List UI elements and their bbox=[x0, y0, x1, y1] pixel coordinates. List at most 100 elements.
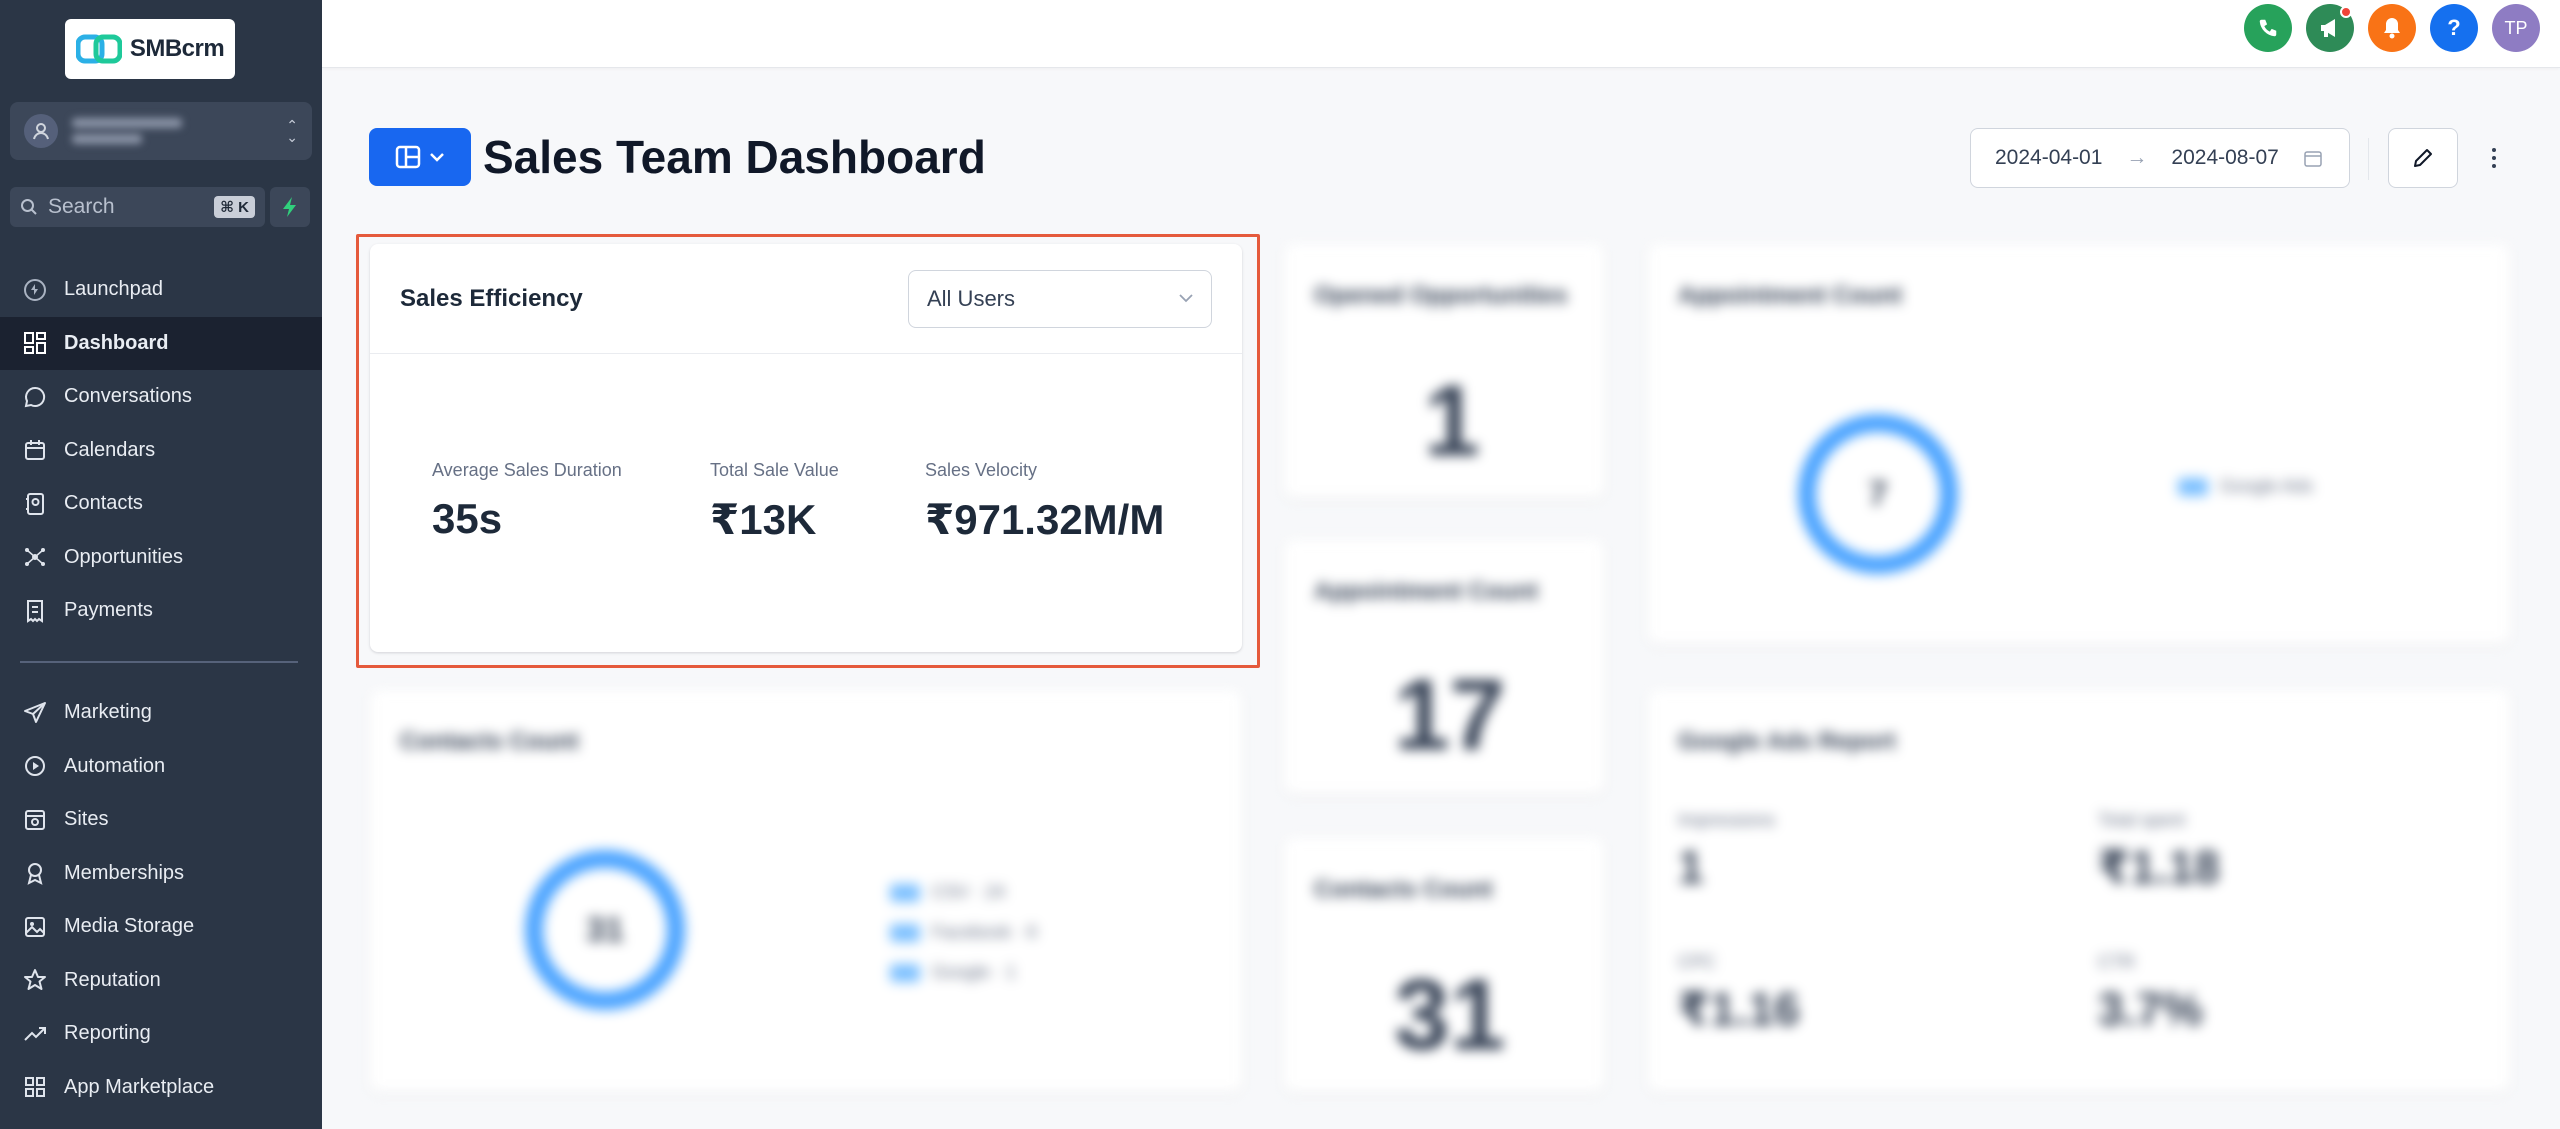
chart-legend-item: Google Ads bbox=[2178, 476, 2313, 497]
date-end[interactable]: 2024-08-07 bbox=[2171, 146, 2279, 169]
chat-bubble-icon bbox=[24, 386, 46, 408]
logo[interactable]: SMBcrm bbox=[65, 19, 235, 79]
stat-label: Total spent bbox=[2098, 810, 2186, 830]
star-icon bbox=[24, 969, 46, 991]
donut-center-value: 7 bbox=[1868, 474, 1888, 513]
sidebar-item-app-marketplace[interactable]: App Marketplace bbox=[0, 1061, 322, 1115]
trend-icon bbox=[24, 1026, 46, 1041]
dashboard-switcher-button[interactable] bbox=[369, 128, 471, 186]
legend-swatch bbox=[890, 923, 920, 942]
donut-chart: 7 bbox=[1798, 414, 1958, 574]
appointment-count-donut-widget: Appointment Count 7 Google Ads bbox=[1648, 244, 2510, 644]
metric-label: Sales Velocity bbox=[925, 460, 1038, 480]
notifications-button[interactable] bbox=[2368, 4, 2416, 52]
user-avatar[interactable]: TP bbox=[2492, 4, 2540, 52]
avatar-initials: TP bbox=[2504, 17, 2528, 38]
sidebar-item-label: Marketing bbox=[64, 701, 152, 724]
top-bar: ? TP bbox=[322, 0, 2560, 68]
metrics-row: Average Sales Duration 35s Total Sale Va… bbox=[432, 460, 1164, 544]
quick-action-button[interactable] bbox=[270, 187, 310, 227]
stat-value: ₹1.16 bbox=[1678, 983, 1800, 1035]
stat-value: ₹1.18 bbox=[2098, 841, 2220, 893]
stat-label: CPC bbox=[1678, 952, 1717, 972]
metric-total-sale-value: Total Sale Value ₹13K bbox=[710, 460, 925, 544]
chart-legend-item: Google · 1 bbox=[890, 962, 1016, 983]
notification-dot bbox=[2340, 6, 2352, 18]
membership-icon bbox=[27, 863, 43, 886]
search-icon bbox=[21, 199, 37, 215]
sidebar-item-label: App Marketplace bbox=[64, 1075, 215, 1098]
help-button[interactable]: ? bbox=[2430, 4, 2478, 52]
opportunities-icon bbox=[25, 548, 45, 567]
sidebar-item-opportunities[interactable]: Opportunities bbox=[0, 531, 322, 585]
stat-label: CTR bbox=[2098, 952, 2135, 972]
contacts-count-donut-widget: Contacts Count 31 CSV · 24 Facebook · 6 … bbox=[370, 690, 1242, 1092]
announcements-button[interactable] bbox=[2306, 4, 2354, 52]
sidebar-item-label: Opportunities bbox=[64, 545, 183, 568]
date-range-picker[interactable]: 2024-04-01 → 2024-08-07 bbox=[1970, 128, 2350, 188]
chart-legend-item: Facebook · 6 bbox=[890, 922, 1037, 943]
phone-button[interactable] bbox=[2244, 4, 2292, 52]
legend-swatch bbox=[890, 963, 920, 982]
sidebar-item-media-storage[interactable]: Media Storage bbox=[0, 900, 322, 954]
sidebar-item-conversations[interactable]: Conversations bbox=[0, 370, 322, 424]
edit-dashboard-button[interactable] bbox=[2388, 128, 2458, 188]
sidebar-item-sites[interactable]: Sites bbox=[0, 793, 322, 847]
layout-icon bbox=[395, 145, 421, 169]
account-avatar-icon bbox=[24, 114, 58, 148]
sidebar-item-label: Reputation bbox=[64, 968, 161, 991]
sidebar-item-label: Launchpad bbox=[64, 278, 163, 301]
search-placeholder: Search bbox=[48, 195, 115, 218]
sidebar-item-reporting[interactable]: Reporting bbox=[0, 1007, 322, 1061]
account-switcher[interactable]: ⌃ ⌄ bbox=[10, 102, 312, 160]
widget-title: Opened Opportunities bbox=[1314, 282, 1568, 309]
legend-swatch bbox=[890, 883, 920, 902]
sidebar-item-label: Sites bbox=[64, 808, 109, 831]
sidebar-item-label: Contacts bbox=[64, 492, 143, 515]
phone-icon bbox=[2259, 19, 2277, 37]
sidebar-item-automation[interactable]: Automation bbox=[0, 740, 322, 794]
top-actions: ? TP bbox=[2244, 4, 2540, 52]
google-ads-report-widget: Google Ads Report Impressions 1 Total sp… bbox=[1648, 690, 2510, 1092]
metric-label: Total Sale Value bbox=[710, 460, 839, 480]
calendar-icon bbox=[2304, 151, 2322, 167]
legend-label: Google Ads bbox=[2220, 476, 2314, 496]
bell-icon bbox=[2384, 18, 2400, 39]
stat-label: Impressions bbox=[1678, 810, 1776, 830]
image-icon bbox=[25, 916, 45, 937]
search-input[interactable]: Search ⌘ K bbox=[10, 187, 265, 227]
sidebar-item-marketing[interactable]: Marketing bbox=[0, 686, 322, 740]
date-start[interactable]: 2024-04-01 bbox=[1995, 146, 2103, 169]
donut-center-value: 31 bbox=[586, 910, 624, 949]
calendar-icon bbox=[25, 440, 45, 461]
logo-text: SMBcrm bbox=[129, 35, 225, 62]
sidebar: SMBcrm ⌃ ⌄ Search ⌘ K Launchpad Dashboard… bbox=[0, 0, 322, 1129]
user-filter-select[interactable]: All Users bbox=[908, 269, 1212, 328]
logo-mark-icon bbox=[75, 34, 123, 64]
pencil-icon bbox=[2414, 149, 2432, 167]
sidebar-item-memberships[interactable]: Memberships bbox=[0, 847, 322, 901]
sidebar-item-contacts[interactable]: Contacts bbox=[0, 477, 322, 531]
contacts-count-widget: Contacts Count 31 bbox=[1284, 838, 1604, 1092]
sidebar-item-label: Media Storage bbox=[64, 915, 195, 938]
sales-efficiency-widget: Sales Efficiency All Users Average Sales… bbox=[370, 244, 1242, 652]
more-options-icon[interactable] bbox=[2484, 140, 2504, 176]
sidebar-item-payments[interactable]: Payments bbox=[0, 584, 322, 638]
stat-value: 1 bbox=[1678, 841, 1704, 893]
grid-icon bbox=[25, 1077, 45, 1098]
sidebar-item-launchpad[interactable]: Launchpad bbox=[0, 263, 322, 317]
widget-title: Sales Efficiency bbox=[400, 284, 583, 312]
sidebar-item-dashboard[interactable]: Dashboard bbox=[0, 316, 322, 370]
dashboard-icon bbox=[24, 332, 46, 355]
sidebar-item-reputation[interactable]: Reputation bbox=[0, 954, 322, 1008]
automation-icon bbox=[25, 756, 45, 777]
sidebar-item-calendars[interactable]: Calendars bbox=[0, 424, 322, 478]
widget-title: Google Ads Report bbox=[1678, 728, 1896, 755]
sidebar-item-label: Conversations bbox=[64, 385, 192, 408]
legend-label: CSV · 24 bbox=[932, 882, 1006, 902]
metric-value: ₹971.32M/M bbox=[925, 496, 1165, 543]
focus-highlight-box bbox=[356, 234, 1260, 668]
sidebar-item-label: Automation bbox=[64, 754, 166, 777]
sidebar-item-label: Reporting bbox=[64, 1022, 151, 1045]
metric-sales-velocity: Sales Velocity ₹971.32M/M bbox=[925, 460, 1164, 544]
